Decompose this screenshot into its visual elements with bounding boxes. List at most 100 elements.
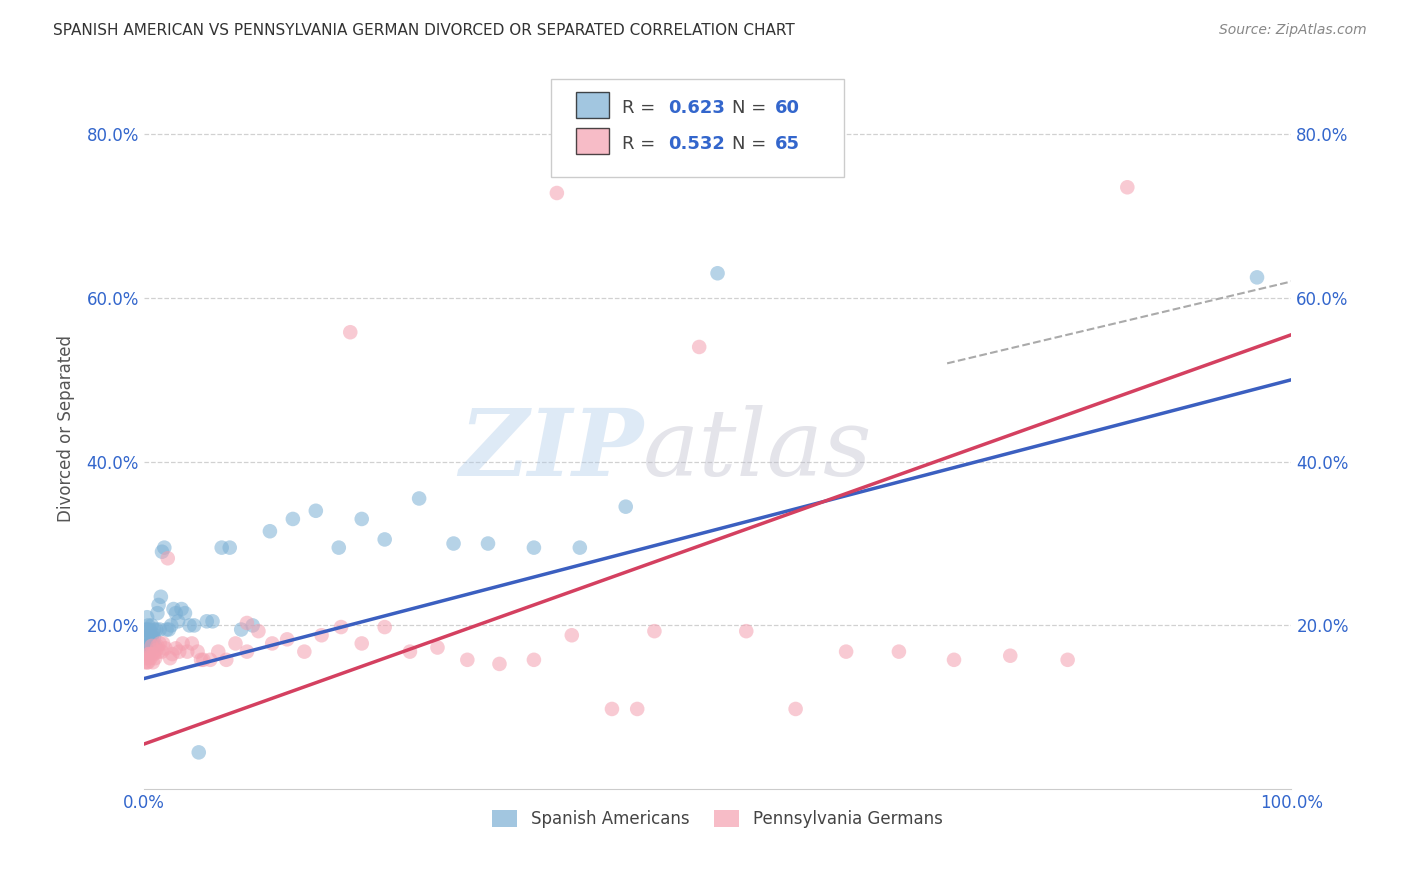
Text: SPANISH AMERICAN VS PENNSYLVANIA GERMAN DIVORCED OR SEPARATED CORRELATION CHART: SPANISH AMERICAN VS PENNSYLVANIA GERMAN … (53, 23, 796, 38)
Legend: Spanish Americans, Pennsylvania Germans: Spanish Americans, Pennsylvania Germans (486, 804, 949, 835)
Point (614, 500, 637, 514)
Point (218, 541, 240, 555)
Point (1116, 180, 1139, 194)
Point (136, 610, 159, 624)
FancyBboxPatch shape (576, 128, 609, 154)
Point (523, 541, 546, 555)
Point (136, 639, 159, 653)
Point (139, 651, 162, 665)
Point (167, 615, 190, 629)
Point (152, 636, 174, 650)
Point (211, 541, 233, 555)
Point (156, 551, 179, 566)
Point (136, 655, 159, 669)
Point (134, 639, 156, 653)
Point (145, 643, 167, 657)
Point (141, 647, 163, 661)
Point (1056, 653, 1078, 667)
Point (523, 653, 546, 667)
Point (546, 186, 568, 200)
Point (561, 628, 583, 642)
Point (139, 639, 162, 653)
Point (174, 606, 197, 620)
Text: 65: 65 (775, 136, 800, 153)
Point (146, 606, 169, 620)
Point (408, 491, 430, 506)
Point (236, 645, 259, 659)
FancyBboxPatch shape (576, 92, 609, 119)
Point (138, 639, 160, 653)
Point (142, 639, 165, 653)
Point (305, 504, 328, 518)
Point (176, 645, 198, 659)
Point (153, 541, 176, 555)
Point (179, 618, 201, 632)
Point (488, 657, 510, 671)
Point (143, 631, 166, 645)
Point (160, 618, 183, 632)
Point (141, 639, 163, 653)
Point (159, 651, 181, 665)
Point (148, 598, 170, 612)
Point (136, 631, 159, 645)
Text: 60: 60 (775, 99, 800, 117)
Point (134, 655, 156, 669)
Point (943, 653, 966, 667)
Point (443, 536, 465, 550)
Point (262, 636, 284, 650)
Point (139, 626, 162, 640)
Point (887, 645, 910, 659)
Point (835, 645, 858, 659)
Point (142, 655, 165, 669)
Point (688, 340, 710, 354)
Point (149, 590, 172, 604)
Text: R =: R = (623, 99, 661, 117)
Point (183, 618, 205, 632)
Point (170, 602, 193, 616)
Point (426, 640, 449, 655)
Point (224, 636, 246, 650)
Point (135, 623, 157, 637)
Point (735, 624, 758, 639)
Point (145, 623, 167, 637)
Point (292, 645, 315, 659)
Point (157, 623, 180, 637)
Point (149, 623, 172, 637)
Point (149, 636, 172, 650)
Point (399, 645, 422, 659)
Point (146, 639, 169, 653)
Point (600, 702, 623, 716)
Point (706, 139, 728, 153)
Point (643, 624, 665, 639)
Point (141, 639, 163, 653)
FancyBboxPatch shape (551, 79, 844, 177)
Text: R =: R = (623, 136, 661, 153)
Point (193, 653, 215, 667)
Point (138, 623, 160, 637)
Point (172, 636, 194, 650)
Point (143, 623, 166, 637)
Text: atlas: atlas (643, 406, 873, 495)
Point (706, 266, 728, 280)
Point (247, 624, 270, 639)
Point (148, 645, 170, 659)
Point (155, 623, 177, 637)
Point (207, 645, 229, 659)
Point (231, 623, 253, 637)
Point (136, 655, 159, 669)
Text: N =: N = (733, 136, 772, 153)
Point (1246, 270, 1268, 285)
Point (626, 702, 648, 716)
Point (150, 545, 173, 559)
Point (1000, 648, 1022, 663)
Point (328, 541, 350, 555)
Y-axis label: Divorced or Separated: Divorced or Separated (58, 335, 75, 523)
Point (138, 631, 160, 645)
Point (350, 512, 373, 526)
Point (477, 536, 499, 550)
Point (141, 631, 163, 645)
Point (374, 533, 396, 547)
Point (155, 641, 177, 656)
Point (201, 615, 224, 629)
Point (143, 651, 166, 665)
